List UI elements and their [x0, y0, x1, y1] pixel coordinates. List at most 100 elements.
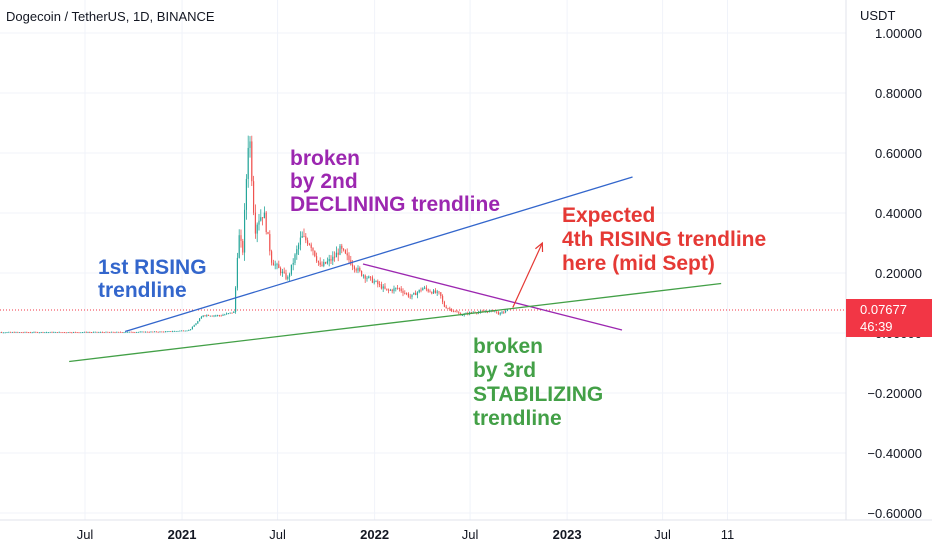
candle-body [506, 309, 508, 312]
candle-body [101, 332, 103, 333]
candle-body [236, 257, 238, 288]
third-stabilizing-trendline[interactable] [69, 282, 722, 363]
candle-body [432, 290, 435, 294]
second-declining-trendline[interactable] [362, 263, 623, 331]
candle-body [443, 301, 445, 307]
candle-body [90, 332, 93, 334]
note-third-stabilizing[interactable]: trendline [473, 407, 562, 430]
candle-body [175, 331, 177, 332]
note-second-declining[interactable]: broken [290, 147, 360, 170]
candle-body [357, 268, 359, 271]
candle-body [305, 236, 307, 241]
candle-body [256, 224, 258, 234]
candle-body [40, 332, 42, 333]
candle-body [207, 315, 210, 316]
note-third-stabilizing[interactable]: STABILIZING [473, 383, 603, 406]
candle-body [243, 209, 246, 253]
note-second-declining[interactable]: DECLINING trendline [290, 193, 500, 216]
arrow-head[interactable] [535, 241, 544, 253]
candle-body [479, 311, 481, 313]
note-fourth-expected[interactable]: here (mid Sept) [562, 252, 715, 275]
candle-body [416, 292, 418, 296]
candle-body [400, 288, 402, 291]
x-tick-label: 2021 [168, 527, 197, 542]
candle-body [159, 331, 161, 333]
expected-arrow[interactable] [512, 241, 544, 308]
candle-body [141, 331, 143, 333]
current-price-value: 0.07677 [860, 302, 907, 317]
candle-body [247, 147, 249, 179]
x-tick-label: 2022 [360, 527, 389, 542]
note-third-stabilizing[interactable]: broken [473, 335, 543, 358]
candle-body [188, 330, 190, 331]
candle-body [279, 268, 282, 274]
candle-body [179, 330, 181, 332]
candle-body [218, 315, 220, 317]
candle-body [186, 330, 188, 332]
candle-body [389, 289, 391, 291]
price-axis[interactable]: 1.000000.800000.600000.400000.200000.000… [867, 26, 922, 521]
candle-body [384, 286, 386, 289]
candle-body [368, 276, 370, 278]
candle-body [213, 315, 215, 317]
candle-body [202, 315, 204, 317]
candle-body [366, 277, 368, 279]
candle-body [252, 181, 255, 213]
candle-body [233, 311, 235, 313]
candle-body [0, 332, 3, 334]
candle-body [117, 331, 120, 333]
y-tick-label: 0.20000 [875, 266, 922, 281]
candle-body [434, 290, 436, 293]
candle-body [220, 315, 222, 317]
candle-body [445, 306, 447, 309]
note-fourth-expected[interactable]: 4th RISING trendline [562, 228, 766, 251]
candle-body [155, 331, 157, 333]
y-tick-label: 0.80000 [875, 86, 922, 101]
candle-body [148, 331, 150, 333]
candle-body [414, 292, 417, 296]
note-first-rising[interactable]: 1st RISING [98, 256, 207, 279]
x-tick-label: Jul [654, 527, 671, 542]
candle-body [92, 332, 94, 333]
note-third-stabilizing[interactable]: by 3rd [473, 359, 536, 382]
candle-body [245, 178, 247, 210]
candle-body [308, 244, 310, 245]
candle-body [294, 254, 296, 263]
candle-body [128, 331, 130, 333]
candle-body [11, 332, 13, 333]
arrow-shaft[interactable] [512, 242, 543, 308]
candle-body [215, 315, 217, 317]
candle-body [337, 252, 339, 255]
candle-body [157, 331, 159, 333]
candle-body [269, 234, 271, 252]
note-first-rising[interactable]: trendline [98, 279, 187, 302]
candle-body [333, 256, 336, 258]
candle-body [121, 332, 123, 333]
candle-body [33, 331, 35, 333]
candle-body [422, 288, 424, 291]
candle-body [17, 332, 19, 333]
candle-body [371, 277, 373, 283]
note-second-declining[interactable]: by 2nd [290, 170, 358, 193]
candle-body [107, 331, 109, 333]
candle-body [108, 332, 111, 333]
candle-body [324, 262, 327, 264]
time-axis[interactable]: Jul 2021 Jul 2022 Jul 2023 Jul 11 [77, 527, 735, 542]
candle-body [288, 274, 291, 277]
candle-body [413, 292, 415, 295]
candle-body [429, 291, 431, 293]
candle-body [177, 330, 179, 332]
first-rising-trendline[interactable] [124, 176, 633, 333]
trendlines[interactable] [69, 176, 722, 363]
candle-body [103, 332, 105, 334]
candle-body [225, 313, 228, 315]
candle-body [184, 330, 186, 332]
candle-body [377, 281, 379, 285]
candle-body [161, 331, 163, 333]
candle-body [339, 245, 341, 255]
candle-body [450, 309, 453, 311]
note-fourth-expected[interactable]: Expected [562, 204, 655, 227]
candle-body [119, 331, 121, 333]
